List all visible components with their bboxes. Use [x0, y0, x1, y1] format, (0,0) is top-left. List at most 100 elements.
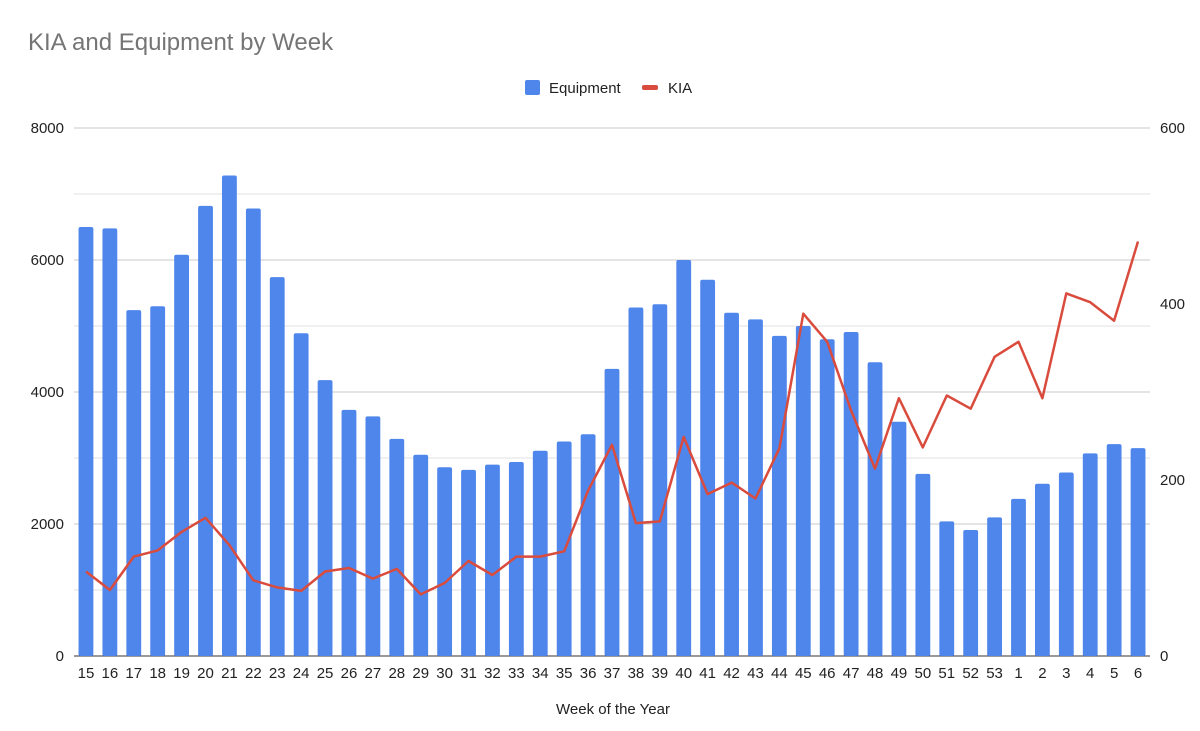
x-tick-label: 27 — [365, 665, 382, 682]
left-tick-label: 4000 — [31, 384, 64, 401]
equipment-bar — [126, 310, 142, 656]
x-tick-label: 41 — [699, 665, 716, 682]
x-tick-label: 4 — [1086, 665, 1094, 682]
equipment-bar — [389, 438, 405, 656]
equipment-bar — [1011, 498, 1026, 656]
x-tick-label: 46 — [819, 665, 836, 682]
equipment-bar — [1058, 472, 1074, 656]
kia-line — [85, 241, 1140, 596]
x-tick-label: 44 — [771, 665, 788, 682]
left-tick-label: 2000 — [31, 516, 64, 533]
x-tick-label: 43 — [747, 665, 764, 682]
equipment-bar — [198, 205, 213, 656]
legend-label-equipment: Equipment — [549, 80, 622, 97]
chart-title: KIA and Equipment by Week — [28, 29, 334, 56]
left-tick-label: 8000 — [31, 120, 64, 137]
x-tick-label: 34 — [532, 665, 549, 682]
equipment-bar — [915, 473, 931, 656]
x-tick-label: 21 — [221, 665, 238, 682]
x-tick-label: 16 — [102, 665, 119, 682]
equipment-bar — [891, 421, 907, 656]
x-tick-label: 53 — [986, 665, 1003, 682]
equipment-bar — [317, 380, 333, 656]
equipment-bar — [102, 228, 118, 656]
x-tick-label: 51 — [938, 665, 955, 682]
equipment-bar — [485, 464, 500, 656]
x-tick-label: 42 — [723, 665, 740, 682]
equipment-bar — [293, 333, 309, 656]
legend-swatch-kia — [642, 85, 658, 90]
equipment-bar — [676, 260, 692, 656]
equipment-bar — [341, 409, 357, 656]
equipment-bar — [508, 461, 524, 656]
x-tick-label: 26 — [341, 665, 358, 682]
right-axis-ticks: 0 200 400 600 — [1160, 120, 1185, 665]
equipment-bar — [174, 254, 190, 656]
equipment-bar — [437, 467, 453, 656]
legend-label-kia: KIA — [668, 80, 692, 97]
right-tick-label: 600 — [1160, 120, 1185, 137]
equipment-bar — [532, 450, 548, 656]
x-tick-label: 49 — [891, 665, 908, 682]
x-tick-label: 40 — [675, 665, 692, 682]
right-tick-label: 200 — [1160, 472, 1185, 489]
equipment-bar — [1106, 444, 1122, 656]
equipment-bar — [222, 175, 237, 656]
equipment-bar — [748, 319, 763, 656]
x-tick-label: 36 — [580, 665, 597, 682]
equipment-bar — [843, 331, 859, 656]
x-tick-label: 29 — [412, 665, 429, 682]
equipment-bar — [365, 416, 381, 656]
x-tick-label: 32 — [484, 665, 501, 682]
equipment-bars — [78, 175, 1146, 656]
left-tick-label: 6000 — [31, 252, 64, 269]
equipment-bar — [795, 326, 811, 656]
equipment-bar — [771, 335, 787, 656]
equipment-bar — [461, 469, 476, 656]
equipment-bar — [1130, 448, 1146, 656]
kia-line-group — [85, 241, 1140, 596]
x-tick-label: 15 — [78, 665, 95, 682]
equipment-bar — [78, 227, 94, 656]
equipment-bar — [628, 307, 644, 656]
equipment-bar — [604, 368, 620, 656]
x-tick-label: 50 — [915, 665, 932, 682]
x-tick-label: 17 — [125, 665, 142, 682]
x-tick-label: 37 — [604, 665, 621, 682]
x-tick-label: 20 — [197, 665, 214, 682]
x-tick-label: 39 — [651, 665, 668, 682]
right-tick-label: 400 — [1160, 296, 1185, 313]
left-tick-label: 0 — [56, 648, 64, 665]
x-tick-label: 33 — [508, 665, 525, 682]
x-tick-label: 5 — [1110, 665, 1118, 682]
equipment-bar — [245, 208, 261, 656]
legend: Equipment KIA — [525, 80, 692, 97]
x-tick-label: 6 — [1134, 665, 1142, 682]
x-tick-label: 52 — [962, 665, 979, 682]
x-tick-label: 28 — [388, 665, 405, 682]
equipment-bar — [413, 454, 429, 656]
x-tick-label: 31 — [460, 665, 477, 682]
equipment-bar — [700, 279, 716, 656]
equipment-bar — [819, 339, 835, 656]
equipment-bar — [1082, 453, 1098, 656]
x-tick-label: 38 — [628, 665, 645, 682]
equipment-bar — [150, 306, 166, 656]
x-tick-label: 30 — [436, 665, 453, 682]
x-tick-label: 22 — [245, 665, 262, 682]
x-tick-label: 19 — [173, 665, 190, 682]
x-tick-label: 48 — [867, 665, 884, 682]
x-tick-label: 3 — [1062, 665, 1070, 682]
equipment-bar — [963, 529, 979, 656]
equipment-bar — [580, 434, 596, 656]
x-tick-label: 45 — [795, 665, 812, 682]
x-tick-label: 25 — [317, 665, 334, 682]
x-tick-label: 2 — [1038, 665, 1046, 682]
equipment-bar — [1034, 483, 1050, 656]
right-tick-label: 0 — [1160, 648, 1168, 665]
equipment-bar — [269, 277, 285, 656]
x-tick-label: 23 — [269, 665, 286, 682]
x-axis-ticks: 15 16 17 18 19 20 21 22 23 24 25 26 27 28 29 30 31 32 33 34… — [78, 665, 1143, 682]
x-tick-label: 24 — [293, 665, 310, 682]
